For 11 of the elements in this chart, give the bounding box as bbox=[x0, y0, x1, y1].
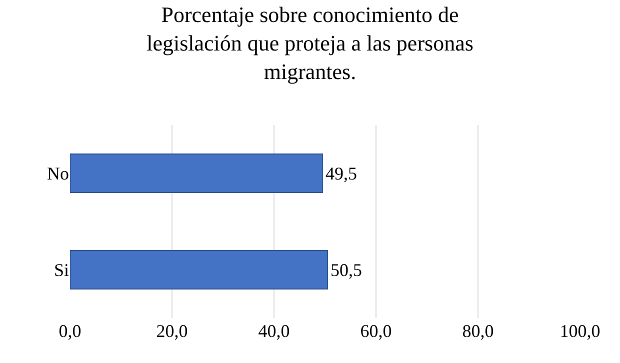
y-tick-label: Si bbox=[54, 260, 69, 280]
data-label: 50,5 bbox=[330, 260, 362, 280]
x-tick-label: 100,0 bbox=[560, 321, 600, 341]
x-tick-label: 60,0 bbox=[360, 321, 392, 341]
chart-title: Porcentaje sobre conocimiento de legislación que proteja a las personas migrantes. bbox=[146, 2, 474, 84]
x-tick-label: 40,0 bbox=[258, 321, 290, 341]
x-tick-label: 0,0 bbox=[58, 321, 82, 341]
y-tick-label: No bbox=[47, 164, 69, 184]
x-tick-label: 20,0 bbox=[156, 321, 188, 341]
data-label: 49,5 bbox=[325, 163, 357, 184]
x-tick-label: 80,0 bbox=[462, 321, 494, 341]
